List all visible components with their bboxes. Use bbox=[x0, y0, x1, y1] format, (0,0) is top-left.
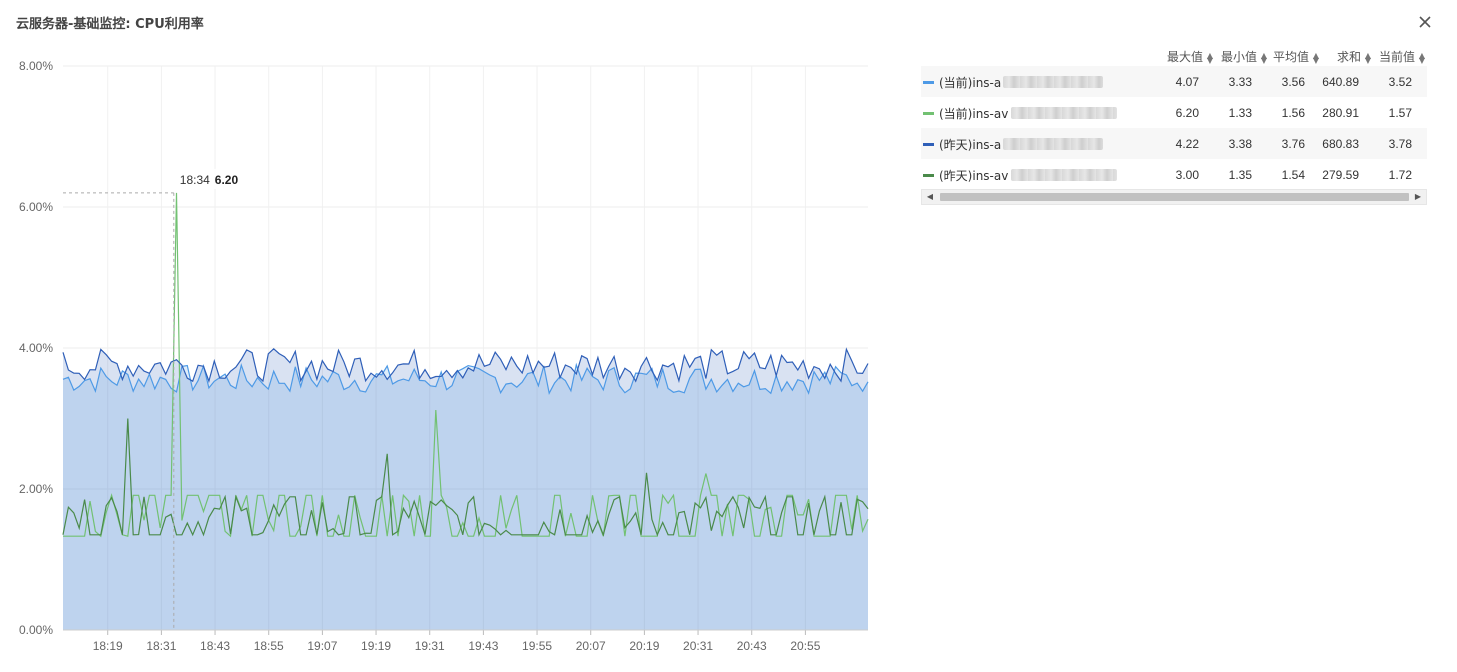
series-area bbox=[63, 348, 868, 630]
avg-value: 1.54 bbox=[1281, 168, 1305, 182]
x-tick-label: 20:55 bbox=[790, 639, 820, 653]
current-value: 3.52 bbox=[1388, 75, 1412, 89]
sort-icon: ▲ ▼ bbox=[1206, 50, 1213, 65]
tooltip-box bbox=[175, 168, 244, 189]
series-color-swatch bbox=[923, 143, 934, 146]
x-tick-label: 18:55 bbox=[254, 639, 284, 653]
series-name: (当前)ins-a bbox=[939, 76, 1002, 90]
x-tick-label: 20:31 bbox=[683, 639, 713, 653]
column-current[interactable]: 当前值 ▲ ▼ bbox=[1378, 50, 1425, 65]
sort-icon: ▲ ▼ bbox=[1364, 50, 1371, 65]
series-color-swatch bbox=[923, 174, 934, 177]
close-button[interactable] bbox=[1417, 14, 1433, 30]
x-tick-label: 19:55 bbox=[522, 639, 552, 653]
cpu-usage-chart[interactable]: 0.00% 2.00% 4.00% 6.00% 8.00% 18:19 18:31 18:43… bbox=[0, 50, 890, 672]
column-max[interactable]: 最大值 ▲ ▼ bbox=[1166, 50, 1213, 65]
sum-value: 280.91 bbox=[1322, 106, 1359, 120]
x-tick-label: 19:31 bbox=[415, 639, 445, 653]
redacted-text bbox=[1003, 76, 1103, 88]
x-tick-label: 20:19 bbox=[629, 639, 659, 653]
x-tick-label: 19:07 bbox=[307, 639, 337, 653]
y-tick-label: 6.00% bbox=[19, 200, 53, 214]
redacted-text bbox=[1003, 138, 1103, 150]
max-value: 3.00 bbox=[1175, 168, 1199, 182]
x-tick-label: 20:43 bbox=[737, 639, 767, 653]
legend-table: 最大值 ▲ ▼ 最小值 ▲ ▼ 平均值 ▲ ▼ 求和 ▲ ▼ 当前值 ▲ ▼ (当前)ins-a 4… bbox=[921, 44, 1427, 205]
column-sum[interactable]: 求和 ▲ ▼ bbox=[1336, 50, 1371, 65]
legend-row[interactable]: (昨天)ins-a 4.22 3.38 3.76 680.83 3.78 bbox=[921, 128, 1427, 159]
legend-row[interactable]: (当前)ins-a 4.07 3.33 3.56 640.89 3.52 bbox=[921, 66, 1427, 97]
sum-value: 279.59 bbox=[1322, 168, 1359, 182]
sum-value: 640.89 bbox=[1322, 75, 1359, 89]
series-line[interactable] bbox=[62, 347, 869, 384]
x-tick-label: 19:19 bbox=[361, 639, 391, 653]
page-title: 云服务器-基础监控: CPU利用率 bbox=[16, 17, 204, 32]
min-value: 1.33 bbox=[1228, 106, 1252, 120]
horizontal-scrollbar[interactable]: ◀ ▶ bbox=[921, 189, 1427, 205]
current-value: 1.72 bbox=[1388, 168, 1412, 182]
sort-icon: ▲ ▼ bbox=[1418, 50, 1425, 65]
sum-value: 680.83 bbox=[1322, 137, 1359, 151]
y-tick-label: 0.00% bbox=[19, 623, 53, 637]
legend-row[interactable]: (当前)ins-av 6.20 1.33 1.56 280.91 1.57 bbox=[921, 97, 1427, 128]
series-line[interactable] bbox=[63, 192, 869, 538]
y-tick-label: 2.00% bbox=[19, 482, 53, 496]
series-line[interactable] bbox=[62, 418, 869, 537]
redacted-text bbox=[1011, 169, 1117, 181]
tooltip-value: 6.20 bbox=[215, 173, 239, 187]
legend-header: 最大值 ▲ ▼ 最小值 ▲ ▼ 平均值 ▲ ▼ 求和 ▲ ▼ 当前值 ▲ ▼ bbox=[921, 44, 1427, 66]
series-color-swatch bbox=[923, 112, 934, 115]
avg-value: 1.56 bbox=[1281, 106, 1305, 120]
sort-icon: ▲ ▼ bbox=[1260, 50, 1267, 65]
series-name: (昨天)ins-av bbox=[939, 169, 1009, 183]
current-value: 1.57 bbox=[1388, 106, 1412, 120]
scroll-right-icon[interactable]: ▶ bbox=[1414, 192, 1422, 201]
legend-row[interactable]: (昨天)ins-av 3.00 1.35 1.54 279.59 1.72 bbox=[921, 159, 1427, 190]
column-min[interactable]: 最小值 ▲ ▼ bbox=[1220, 50, 1267, 65]
max-value: 4.22 bbox=[1175, 137, 1199, 151]
series-line[interactable] bbox=[62, 362, 869, 395]
avg-value: 3.76 bbox=[1281, 137, 1305, 151]
scrollbar-thumb[interactable] bbox=[940, 193, 1409, 201]
series-name: (当前)ins-av bbox=[939, 107, 1009, 121]
column-avg[interactable]: 平均值 ▲ ▼ bbox=[1272, 50, 1319, 65]
sort-icon: ▲ ▼ bbox=[1312, 50, 1319, 65]
redacted-text bbox=[1011, 107, 1117, 119]
x-tick-label: 18:43 bbox=[200, 639, 230, 653]
scroll-left-icon[interactable]: ◀ bbox=[926, 192, 934, 201]
min-value: 3.33 bbox=[1228, 75, 1252, 89]
x-tick-label: 18:31 bbox=[146, 639, 176, 653]
x-tick-label: 18:19 bbox=[93, 639, 123, 653]
x-tick-label: 20:07 bbox=[576, 639, 606, 653]
max-value: 6.20 bbox=[1175, 106, 1199, 120]
y-tick-label: 8.00% bbox=[19, 59, 53, 73]
close-icon bbox=[1419, 16, 1431, 28]
max-value: 4.07 bbox=[1175, 75, 1199, 89]
series-area bbox=[63, 364, 868, 630]
y-tick-label: 4.00% bbox=[19, 341, 53, 355]
series-name: (昨天)ins-a bbox=[939, 138, 1002, 152]
series-color-swatch bbox=[923, 81, 934, 84]
x-tick-label: 19:43 bbox=[468, 639, 498, 653]
min-value: 3.38 bbox=[1228, 137, 1252, 151]
avg-value: 3.56 bbox=[1281, 75, 1305, 89]
tooltip-time: 18:34 bbox=[180, 173, 210, 187]
min-value: 1.35 bbox=[1228, 168, 1252, 182]
current-value: 3.78 bbox=[1388, 137, 1412, 151]
